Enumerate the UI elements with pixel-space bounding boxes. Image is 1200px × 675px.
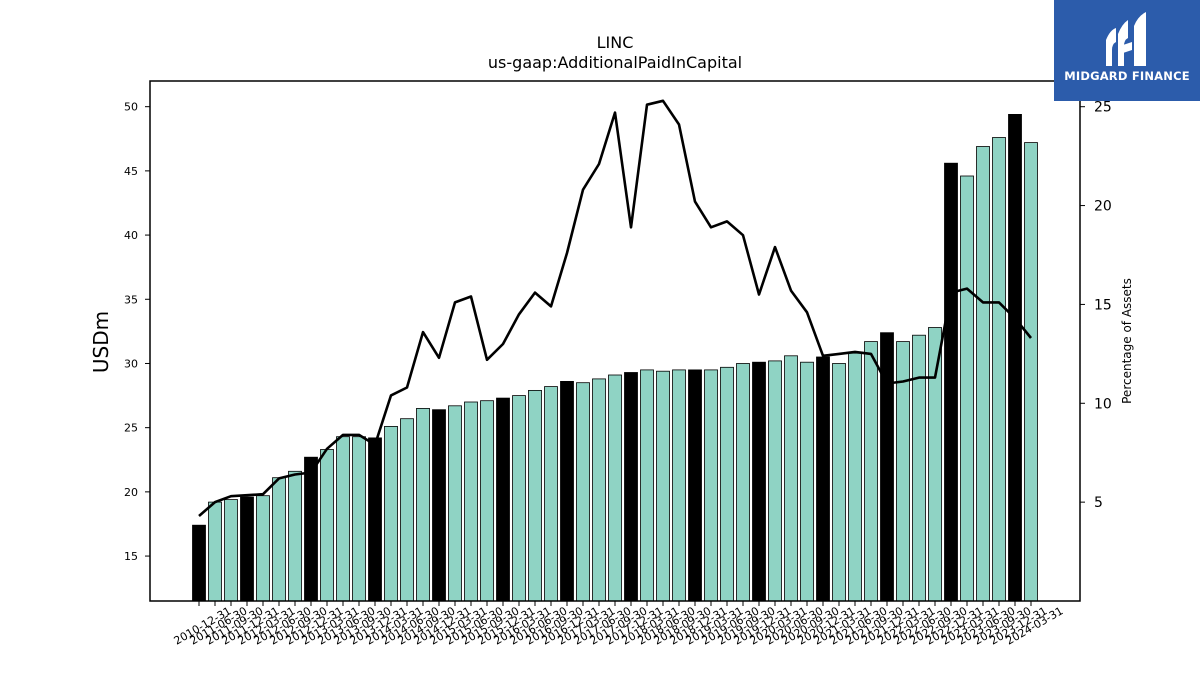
chart-title: LINC [597, 33, 634, 52]
bar [384, 425, 398, 602]
bar [352, 436, 366, 602]
y-axis-label: USDm [89, 311, 113, 373]
y-tick-label: 15 [124, 550, 138, 563]
bar [848, 352, 862, 602]
bar [992, 137, 1006, 602]
x-axis: 2010-12-312011-06-302011-09-302011-12-31… [172, 601, 1066, 648]
bar [496, 397, 510, 602]
y-tick-label: 25 [124, 422, 138, 435]
bar [272, 477, 286, 602]
bar [624, 372, 638, 602]
bar [608, 374, 622, 602]
logo-text: MIDGARD FINANCE [1064, 69, 1190, 83]
bar-series [192, 114, 1038, 602]
y-tick-label: 30 [124, 357, 138, 370]
y-axis-left: 15 20 25 30 35 40 45 50 [124, 101, 150, 563]
y-tick-label: 50 [124, 101, 138, 114]
y-tick-label: 20 [124, 486, 138, 499]
bar [256, 495, 270, 602]
bar [464, 401, 478, 602]
bar [720, 366, 734, 602]
y2-tick-label: 15 [1094, 297, 1112, 313]
bar [704, 369, 718, 602]
bar [816, 356, 830, 602]
bar [288, 470, 302, 602]
bar [960, 175, 974, 602]
bar [1024, 142, 1038, 602]
bar [480, 400, 494, 602]
bar [560, 380, 574, 602]
y-tick-label: 45 [124, 165, 138, 178]
bar [576, 382, 590, 602]
line-series [198, 99, 1033, 517]
bar [320, 449, 334, 602]
bar [944, 162, 958, 602]
bar [656, 370, 670, 602]
bar [672, 369, 686, 602]
bar [192, 524, 206, 602]
bar [688, 369, 702, 602]
bar [208, 501, 222, 602]
y2-tick-label: 5 [1094, 495, 1103, 511]
y2-tick-label: 20 [1094, 199, 1112, 215]
y2-tick-label: 25 [1094, 100, 1112, 116]
bar [800, 361, 814, 602]
bar [784, 355, 798, 602]
bar [512, 395, 526, 602]
bar [752, 361, 766, 602]
bar [976, 146, 990, 602]
bar [416, 407, 430, 602]
bar [592, 378, 606, 602]
bar [928, 327, 942, 602]
bar [224, 499, 238, 602]
bar [864, 341, 878, 602]
bar [240, 496, 254, 602]
y2-axis-label: Percentage of Assets [1120, 278, 1134, 404]
y-axis-right: 5 10 15 20 25 [1080, 100, 1112, 511]
bar [368, 437, 382, 602]
bar [304, 456, 318, 602]
bar [336, 436, 350, 602]
bar [768, 360, 782, 602]
bar [640, 369, 654, 602]
line-percentage-of-assets [198, 99, 1033, 517]
bar [1008, 114, 1022, 602]
y2-tick-label: 10 [1094, 396, 1112, 412]
midgard-logo-icon [1106, 12, 1146, 66]
bar [544, 386, 558, 602]
bar [432, 409, 446, 602]
bar [448, 405, 462, 602]
bar [528, 389, 542, 602]
bar [400, 418, 414, 602]
y-tick-label: 35 [124, 293, 138, 306]
midgard-finance-logo: MIDGARD FINANCE [1054, 0, 1200, 101]
y-tick-label: 40 [124, 229, 138, 242]
bar [832, 363, 846, 602]
chart-subtitle: us-gaap:AdditionalPaidInCapital [488, 53, 742, 72]
bar [736, 363, 750, 602]
bar [912, 334, 926, 602]
